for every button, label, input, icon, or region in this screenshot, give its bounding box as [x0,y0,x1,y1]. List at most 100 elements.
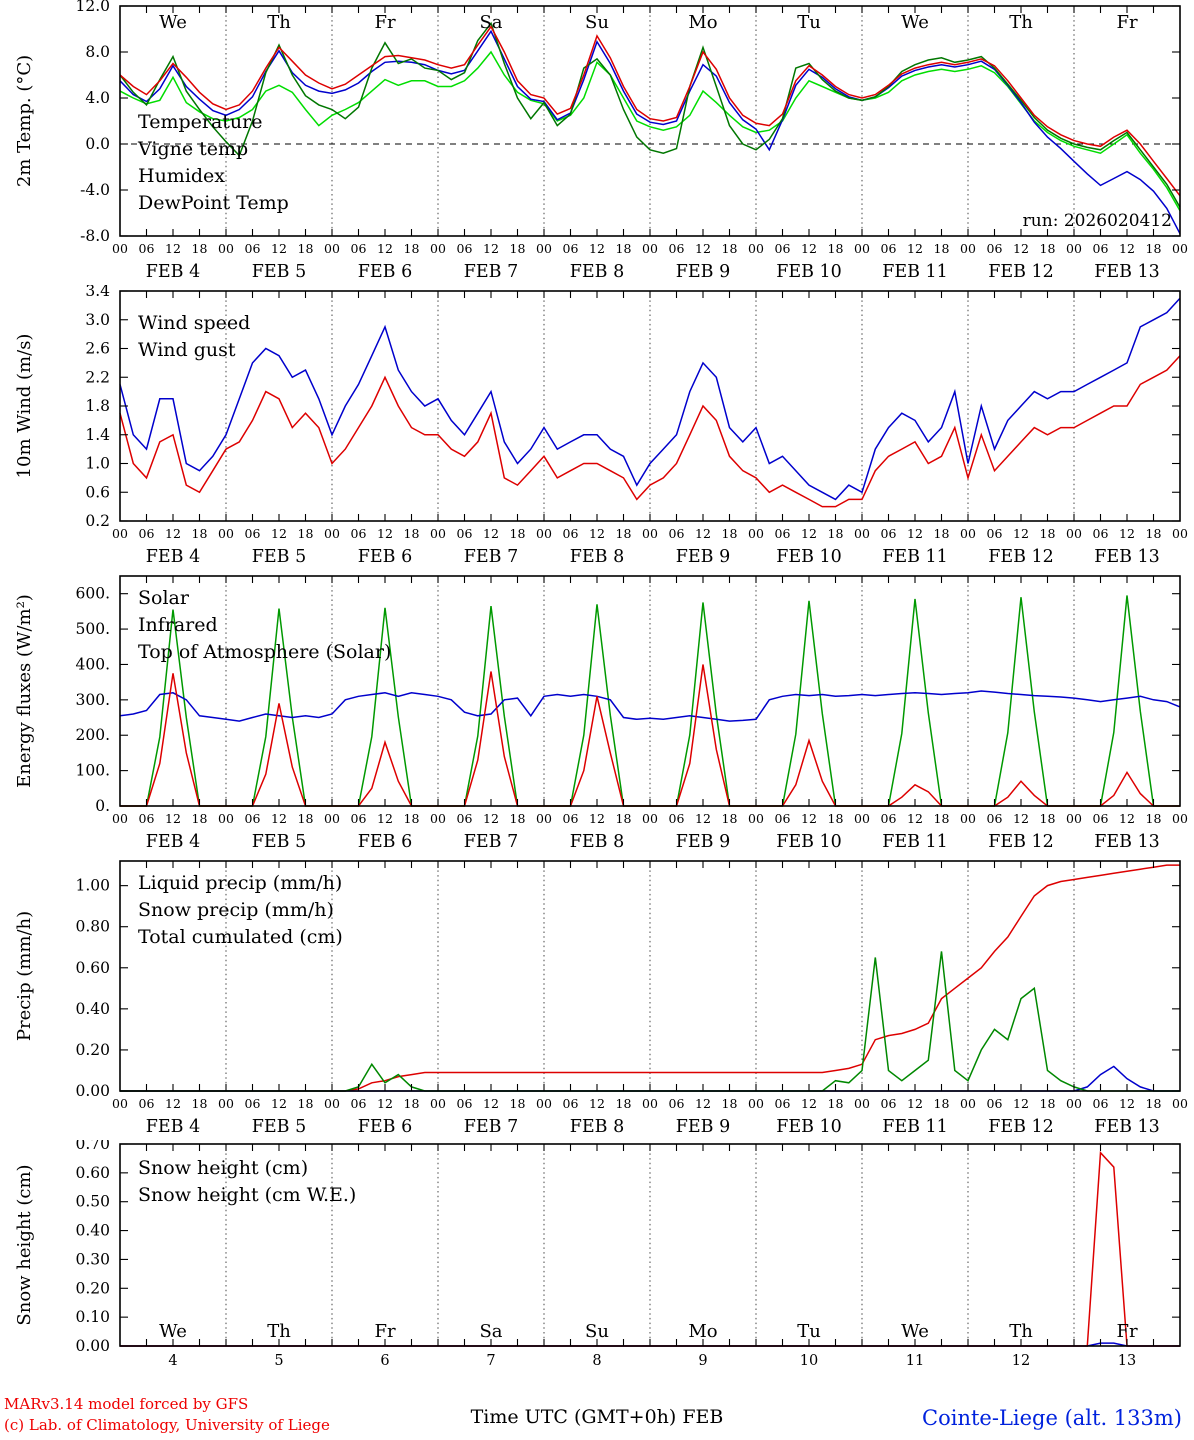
day-of-week-label: Tu [797,1321,821,1342]
x-tick-label: 00 [748,811,764,826]
x-tick-label: 12 [483,1096,499,1111]
x-tick-label: 06 [563,811,579,826]
x-tick-label: 12 [1119,241,1135,256]
x-tick-label: 18 [1040,811,1056,826]
legend-entry: Wind gust [138,339,236,361]
legend-entry: Temperature [138,111,262,133]
day-of-week-label: We [901,12,929,33]
legend-entry: DewPoint Temp [138,192,289,214]
y-tick-label: 3.4 [85,285,110,300]
date-label: FEB 9 [676,1117,730,1137]
x-tick-label: 12 [165,1096,181,1111]
y-tick-label: 0.40 [75,1000,110,1018]
x-tick-label: 00 [430,241,446,256]
day-of-week-label: We [159,1321,187,1342]
x-tick-label: 18 [1040,526,1056,541]
x-tick-label: 12 [589,526,605,541]
x-tick-label: 18 [722,526,738,541]
x-tick-label: 00 [536,241,552,256]
day-gridlines [225,291,1075,521]
x-tick-label: 06 [1093,1096,1109,1111]
legend-entry: Total cumulated (cm) [138,926,343,948]
x-tick-label: 06 [669,1096,685,1111]
y-tick-label: 1.00 [75,877,110,895]
x-tick-label: 18 [828,1096,844,1111]
station-label: Cointe-Liege (alt. 133m) [922,1406,1182,1430]
x-tick-label: 00 [1066,526,1082,541]
legend-entry: Infrared [138,614,218,636]
x-tick-label: 06 [987,1096,1003,1111]
x-tick-label: 12 [1119,1096,1135,1111]
x-tick-label: 12 [271,526,287,541]
y-tick-label: -4.0 [80,181,110,199]
date-number-label: 4 [168,1353,177,1369]
x-tick-label: 18 [404,1096,420,1111]
legend-entry: Liquid precip (mm/h) [138,872,342,894]
legend-entry: Snow height (cm W.E.) [138,1184,356,1206]
x-tick-label: 06 [881,1096,897,1111]
x-tick-label: 06 [351,526,367,541]
x-tick-label: 18 [298,526,314,541]
x-tick-label: 06 [775,526,791,541]
date-label: FEB 13 [1094,1117,1160,1137]
x-tick-label: 06 [139,241,155,256]
x-tick-label: 06 [1093,241,1109,256]
date-label: FEB 13 [1094,547,1160,567]
day-of-week-label: Fr [1116,1321,1137,1342]
x-tick-label: 18 [510,241,526,256]
x-tick-label: 06 [987,526,1003,541]
x-tick-label: 06 [669,526,685,541]
axis-ticks [120,290,1180,522]
chart-temperature: -8.0 -4.0 0.0 4.0 8.0 12.0 00 06 12 18 00 06 12 18 00 0… [14,0,1188,282]
x-tick-label: 18 [1146,241,1162,256]
x-tick-label: 06 [881,811,897,826]
x-tick-label: 12 [483,241,499,256]
legend-entry: Solar [138,587,190,609]
x-tick-label: 18 [934,1096,950,1111]
date-label: FEB 12 [988,547,1054,567]
chart-precip: 0.00 0.20 0.40 0.60 0.80 1.00 00 06 12 18 00 06 12 18… [14,860,1188,1137]
day-of-week-label: Mo [688,12,717,33]
series-line [119,25,1181,197]
y-tick-label: 0.80 [75,918,110,936]
x-tick-label: 06 [351,241,367,256]
x-tick-label: 18 [510,811,526,826]
x-tick-label: 06 [563,1096,579,1111]
x-tick-label: 12 [377,526,393,541]
panel-precip: 0.00 0.20 0.40 0.60 0.80 1.00 00 06 12 18 00 06 12 18… [0,855,1194,1140]
y-tick-label: 0.6 [85,483,110,501]
y-tick-label: 0. [95,797,110,815]
x-tick-label: 12 [695,811,711,826]
x-tick-label: 00 [218,811,234,826]
axis-ticks [120,1143,1180,1347]
x-tick-label: 06 [351,1096,367,1111]
x-tick-label: 18 [192,811,208,826]
x-tick-label: 00 [112,1096,128,1111]
x-tick-label: 06 [987,811,1003,826]
day-of-week-label: Th [1009,1321,1033,1342]
plot-border [119,860,1181,1092]
x-tick-label: 06 [457,241,473,256]
y-tick-label: 600. [75,585,110,603]
date-label: FEB 7 [464,1117,518,1137]
x-tick-label: 18 [404,811,420,826]
date-label: FEB 13 [1094,262,1160,282]
x-tick-label: 12 [483,811,499,826]
day-gridlines [225,861,1075,1091]
x-tick-label: 00 [854,526,870,541]
day-of-week-label: Su [585,1321,609,1342]
date-label: FEB 6 [358,547,412,567]
legend-entry: Snow height (cm) [138,1157,308,1179]
date-label: FEB 6 [358,832,412,852]
x-tick-label: 00 [536,526,552,541]
x-tick-label: 06 [881,526,897,541]
y-tick-label: 4.0 [85,89,110,107]
date-label: FEB 5 [252,547,306,567]
series-line [119,21,1181,208]
series-line [119,355,1181,508]
date-label: FEB 8 [570,547,624,567]
x-tick-label: 00 [430,1096,446,1111]
x-tick-label: 12 [1119,526,1135,541]
x-tick-label: 12 [1013,526,1029,541]
x-tick-label: 12 [907,526,923,541]
